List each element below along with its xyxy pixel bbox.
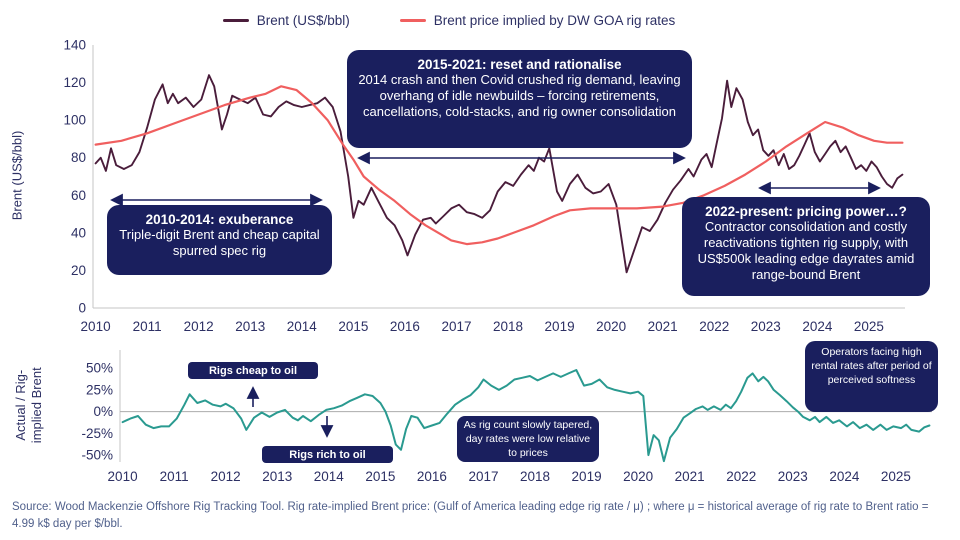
- svg-text:2012: 2012: [211, 469, 241, 484]
- annotation-reset-title: 2015-2021: reset and rationalise: [417, 57, 622, 72]
- svg-text:140: 140: [63, 38, 86, 53]
- svg-text:2016: 2016: [390, 319, 420, 334]
- svg-text:2020: 2020: [623, 469, 653, 484]
- svg-text:2021: 2021: [675, 469, 705, 484]
- svg-text:2011: 2011: [160, 469, 189, 484]
- brent-line-swatch: [222, 19, 249, 22]
- annotation-rig-count: As rig count slowly tapered, day rates w…: [457, 416, 599, 462]
- svg-text:2024: 2024: [802, 319, 833, 334]
- annotation-rigs-cheap: Rigs cheap to oil: [188, 362, 318, 379]
- svg-text:2017: 2017: [441, 319, 471, 334]
- svg-text:60: 60: [71, 188, 86, 203]
- svg-text:25%: 25%: [86, 382, 113, 397]
- svg-text:2022: 2022: [726, 469, 756, 484]
- annotation-exuberance-title: 2010-2014: exuberance: [145, 212, 294, 227]
- implied-line-swatch: [399, 19, 426, 22]
- svg-text:2017: 2017: [468, 469, 498, 484]
- annotation-reset: 2015-2021: reset and rationalise 2014 cr…: [347, 50, 692, 148]
- legend: Brent (US$/bbl) Brent price implied by D…: [0, 13, 960, 28]
- svg-text:-25%: -25%: [81, 426, 113, 441]
- annotation-pricing-title: 2022-present: pricing power…?: [705, 204, 907, 219]
- svg-text:0%: 0%: [93, 404, 113, 419]
- svg-text:2021: 2021: [648, 319, 678, 334]
- svg-text:-50%: -50%: [81, 448, 113, 463]
- svg-text:2011: 2011: [133, 319, 162, 334]
- svg-text:2025: 2025: [854, 319, 884, 334]
- svg-text:2023: 2023: [751, 319, 781, 334]
- svg-text:2012: 2012: [184, 319, 214, 334]
- svg-text:40: 40: [71, 225, 86, 240]
- svg-text:2015: 2015: [365, 469, 395, 484]
- legend-label-implied: Brent price implied by DW GOA rig rates: [433, 13, 676, 28]
- svg-text:2014: 2014: [287, 319, 318, 334]
- svg-text:2013: 2013: [262, 469, 292, 484]
- svg-text:20: 20: [71, 263, 86, 278]
- svg-text:80: 80: [71, 150, 86, 165]
- svg-text:2023: 2023: [778, 469, 808, 484]
- svg-text:2020: 2020: [596, 319, 626, 334]
- annotation-exuberance-body: Triple-digit Brent and cheap capital spu…: [119, 227, 320, 259]
- svg-text:2010: 2010: [108, 469, 138, 484]
- legend-label-brent: Brent (US$/bbl): [256, 13, 350, 28]
- svg-text:2013: 2013: [235, 319, 265, 334]
- svg-text:2019: 2019: [572, 469, 602, 484]
- svg-text:2015: 2015: [338, 319, 368, 334]
- svg-text:2016: 2016: [417, 469, 447, 484]
- svg-text:0: 0: [78, 301, 86, 316]
- svg-text:2025: 2025: [881, 469, 911, 484]
- svg-text:2019: 2019: [545, 319, 575, 334]
- legend-item-implied: Brent price implied by DW GOA rig rates: [399, 13, 676, 28]
- svg-text:50%: 50%: [86, 361, 113, 376]
- annotation-rigs-rich: Rigs rich to oil: [262, 446, 393, 463]
- svg-text:2022: 2022: [699, 319, 729, 334]
- annotation-reset-body: 2014 crash and then Covid crushed rig de…: [358, 72, 681, 120]
- annotation-operators: Operators facing high rental rates after…: [805, 341, 938, 412]
- svg-text:100: 100: [63, 113, 86, 128]
- annotation-pricing: 2022-present: pricing power…? Contractor…: [682, 197, 930, 296]
- svg-text:2018: 2018: [520, 469, 550, 484]
- annotation-pricing-body: Contractor consolidation and costly reac…: [697, 219, 915, 283]
- svg-text:2010: 2010: [81, 319, 111, 334]
- svg-text:2018: 2018: [493, 319, 523, 334]
- svg-text:120: 120: [63, 75, 86, 90]
- svg-text:2014: 2014: [314, 469, 345, 484]
- annotation-exuberance: 2010-2014: exuberance Triple-digit Brent…: [107, 205, 332, 275]
- svg-text:2024: 2024: [829, 469, 860, 484]
- legend-item-brent: Brent (US$/bbl): [222, 13, 350, 28]
- source-note: Source: Wood Mackenzie Offshore Rig Trac…: [12, 501, 929, 530]
